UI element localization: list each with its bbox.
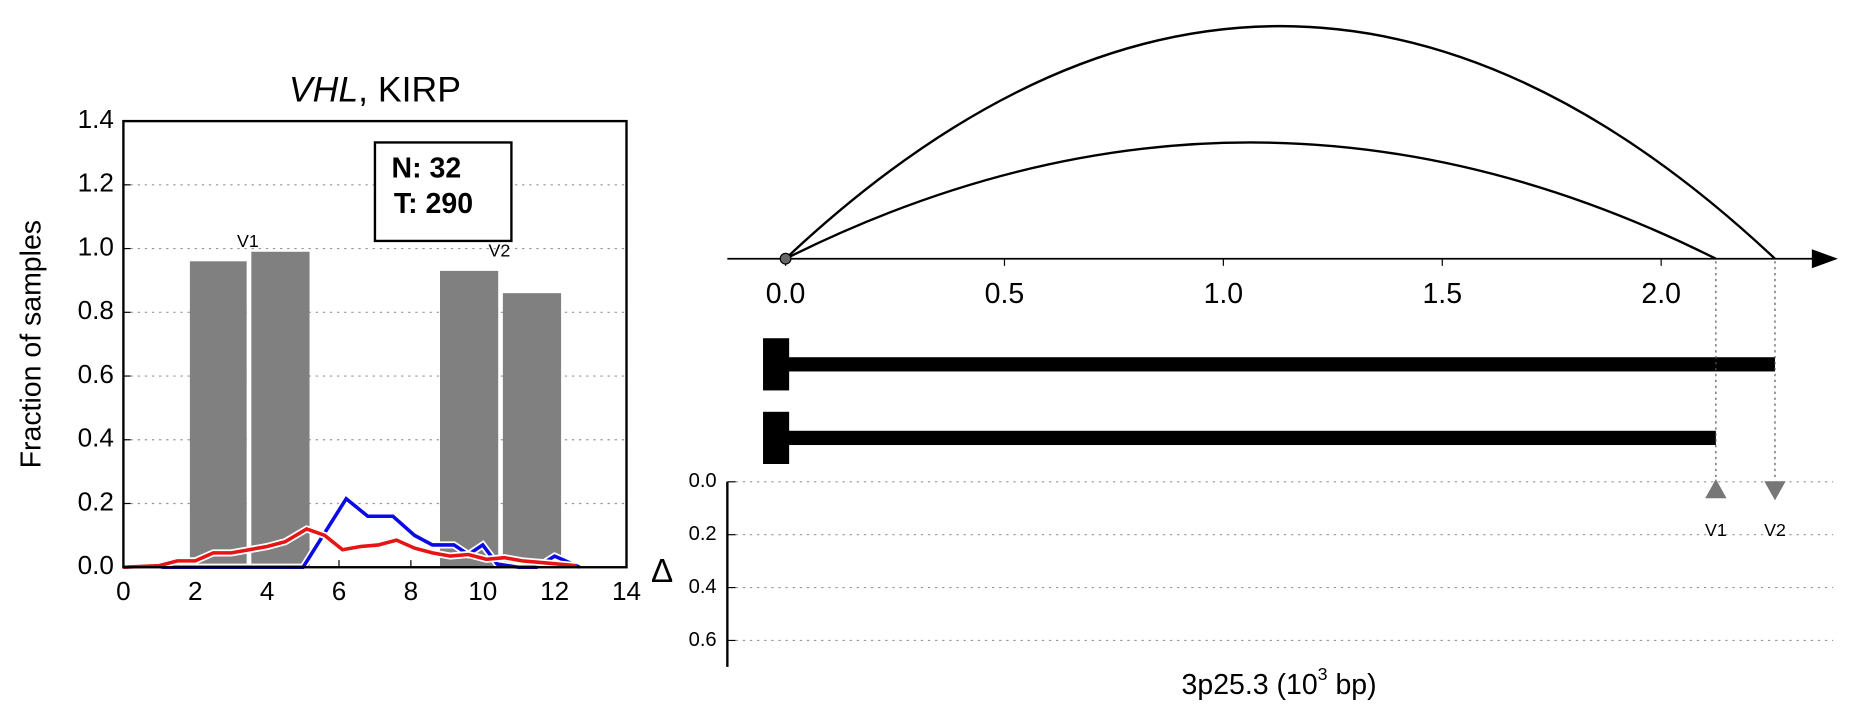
bar (502, 293, 562, 568)
x-tick-label: 10 (468, 576, 497, 606)
y-axis-label: Δ (651, 553, 673, 590)
annotation-text: T: 290 (394, 188, 473, 220)
marker-label: V1 (1705, 520, 1727, 540)
x-label-part: 3p25.3 (10 (1182, 668, 1318, 700)
arc-origin (779, 252, 792, 265)
x-tick-label: 1.0 (1204, 278, 1244, 310)
y-tick-label: 0.2 (78, 486, 114, 516)
bar-label: V1 (237, 231, 259, 251)
delta-marker (1764, 481, 1786, 501)
bar (251, 251, 310, 568)
y-tick-label: 0.2 (689, 523, 717, 545)
x-tick-label: 2.0 (1641, 278, 1681, 310)
x-tick-label: 2 (188, 576, 203, 606)
line (123, 527, 577, 570)
x-tick-label: 4 (260, 576, 275, 606)
x-label-part: 3 (1318, 664, 1328, 684)
x-tick-label: 1.5 (1422, 278, 1462, 310)
y-tick-label: 0.6 (689, 629, 717, 651)
axes-frame (122, 119, 628, 569)
y-tick-label: 0.4 (689, 576, 717, 598)
transcript-start (763, 411, 790, 465)
title-part: VHL (289, 70, 358, 110)
y-tick-label: 0.6 (78, 359, 114, 389)
x-tick-label: 8 (404, 576, 419, 606)
x-axis-label: 3p25.3 (103 bp) (1182, 664, 1377, 700)
marker-label: V2 (1764, 520, 1786, 540)
x-tick-label: 12 (540, 576, 569, 606)
delta-marker (1705, 479, 1727, 499)
y-axis-label: Fraction of samples (16, 220, 48, 468)
chart-title: VHL, KIRP (289, 70, 461, 110)
bar-label: V2 (489, 241, 511, 261)
transcript (785, 430, 1716, 446)
annotation-box (373, 141, 513, 243)
transcript (785, 357, 1775, 372)
x-tick-label: 14 (612, 576, 641, 606)
x-tick-label: 6 (332, 576, 347, 606)
bar (439, 270, 499, 568)
x-tick-label: 0 (116, 576, 131, 606)
y-tick-label: 1.2 (78, 168, 114, 198)
transcript-start (763, 338, 790, 391)
y-tick-label: 0.0 (78, 550, 114, 580)
x-label-part: bp) (1328, 668, 1377, 700)
y-tick-label: 0.0 (689, 470, 717, 492)
annotation-text: N: 32 (392, 152, 462, 184)
splice-arc (784, 24, 1776, 260)
splice-arc (785, 141, 1717, 260)
y-tick-label: 1.4 (78, 104, 114, 134)
bar (189, 261, 247, 568)
axis-arrow (1811, 249, 1838, 269)
y-tick-label: 0.8 (78, 295, 114, 325)
x-tick-label: 0.5 (985, 278, 1025, 310)
title-part: , KIRP (358, 70, 461, 110)
x-tick-label: 0.0 (766, 278, 806, 310)
y-tick-label: 1.0 (78, 231, 114, 261)
y-tick-label: 0.4 (78, 423, 114, 453)
